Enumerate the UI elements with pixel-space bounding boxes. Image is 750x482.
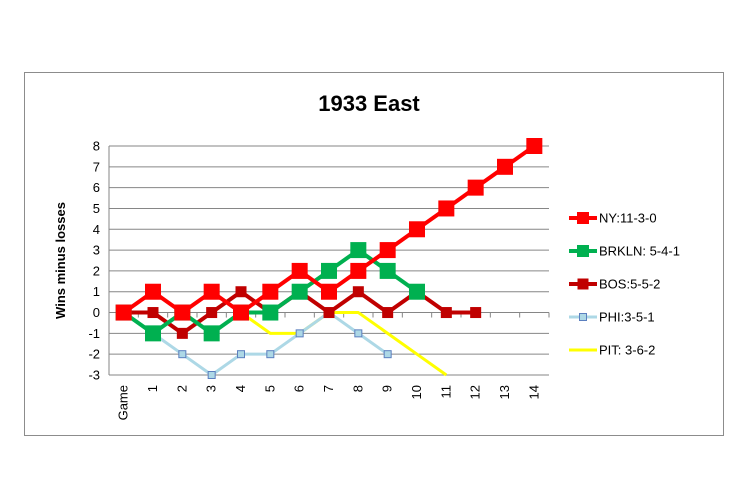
x-tick-label: 13	[497, 385, 512, 399]
x-tick-label: 14	[526, 385, 541, 399]
y-tick-label: -2	[88, 347, 100, 362]
x-tick-label: 1	[145, 385, 160, 392]
series-lines	[115, 138, 543, 379]
series-ny	[115, 138, 543, 321]
data-point	[174, 304, 191, 321]
data-point	[354, 329, 363, 338]
data-point	[262, 283, 279, 300]
x-tick-label: 7	[321, 385, 336, 392]
data-point	[262, 304, 279, 321]
data-point	[409, 283, 425, 300]
legend-label: NY:11-3-0	[599, 211, 657, 226]
data-point	[237, 350, 245, 359]
x-tick-label: 9	[380, 385, 395, 392]
data-point	[295, 329, 304, 338]
data-point	[438, 200, 455, 217]
data-point	[350, 242, 367, 259]
data-point	[178, 350, 187, 359]
data-point	[147, 307, 159, 319]
chart-title: 1933 East	[318, 91, 420, 116]
x-tick-label: 8	[350, 385, 365, 392]
data-point	[382, 307, 394, 319]
data-point	[207, 371, 216, 379]
line-chart: 1933 East Wins minus losses 876543210-1-…	[53, 91, 680, 420]
x-tick-label: 6	[292, 385, 307, 392]
data-point	[203, 325, 220, 342]
y-tick-label: -1	[88, 326, 100, 341]
legend-label: PHI:3-5-1	[599, 310, 655, 325]
legend-item: BRKLN: 5-4-1	[569, 244, 680, 259]
data-point	[321, 283, 337, 300]
x-tick-label: 10	[409, 385, 424, 399]
legend-item: PHI:3-5-1	[569, 310, 655, 325]
data-point	[235, 286, 247, 298]
y-tick-label: 2	[93, 263, 100, 278]
data-point	[383, 350, 392, 359]
y-tick-label: 5	[93, 201, 100, 216]
data-point	[467, 179, 484, 196]
data-point	[440, 307, 452, 319]
data-point	[233, 304, 249, 321]
y-tick-label: 4	[93, 222, 100, 237]
gridlines	[109, 145, 549, 376]
data-point	[115, 304, 132, 321]
y-tick-label: 0	[93, 305, 100, 320]
x-tick-label: 3	[204, 385, 219, 392]
data-point	[176, 327, 188, 339]
data-point	[409, 221, 425, 238]
y-tick-label: 7	[93, 159, 100, 174]
y-tick-label: 8	[93, 139, 100, 154]
y-tick-label: 1	[93, 284, 100, 299]
data-point	[526, 138, 543, 154]
y-tick-label: 3	[93, 243, 100, 258]
legend-item: NY:11-3-0	[569, 211, 657, 226]
y-tick-label: -3	[88, 368, 100, 383]
data-point	[291, 283, 308, 300]
legend-swatch-marker	[577, 212, 589, 224]
data-point	[352, 286, 364, 298]
x-tick-label: 11	[438, 385, 453, 399]
legend-label: PIT: 3-6-2	[599, 343, 655, 358]
data-point	[470, 307, 482, 319]
legend-label: BRKLN: 5-4-1	[599, 244, 680, 259]
legend: NY:11-3-0 BRKLN: 5-4-1 BOS:5-5-2 PHI:3-5-1 P…	[569, 211, 680, 358]
x-tick-label: 5	[262, 385, 277, 392]
data-point	[321, 262, 337, 279]
data-point	[145, 325, 161, 342]
data-point	[206, 307, 218, 319]
x-tick-label: 2	[174, 385, 189, 392]
x-tick-label: Game	[116, 385, 131, 420]
x-tick-label: 12	[468, 385, 483, 399]
data-point	[497, 158, 513, 175]
data-point	[145, 283, 161, 300]
y-axis-label: Wins minus losses	[53, 202, 68, 319]
x-tick-label: 4	[233, 385, 248, 392]
data-point	[350, 262, 367, 279]
legend-label: BOS:5-5-2	[599, 277, 660, 292]
legend-swatch-marker	[577, 245, 589, 257]
data-point	[266, 350, 275, 359]
data-point	[291, 262, 308, 279]
data-point	[203, 283, 220, 300]
legend-item: BOS:5-5-2	[569, 277, 660, 292]
data-point	[379, 242, 396, 259]
y-tick-label: 6	[93, 180, 100, 195]
data-point	[379, 262, 396, 279]
data-point	[323, 307, 335, 319]
legend-swatch-marker	[577, 278, 589, 290]
chart-frame: 1933 East Wins minus losses 8 7 6 5 4 3 2 1 0 -1-…	[24, 72, 724, 436]
legend-swatch-marker	[579, 313, 587, 321]
legend-item: PIT: 3-6-2	[569, 343, 655, 358]
series-line	[122, 311, 389, 377]
